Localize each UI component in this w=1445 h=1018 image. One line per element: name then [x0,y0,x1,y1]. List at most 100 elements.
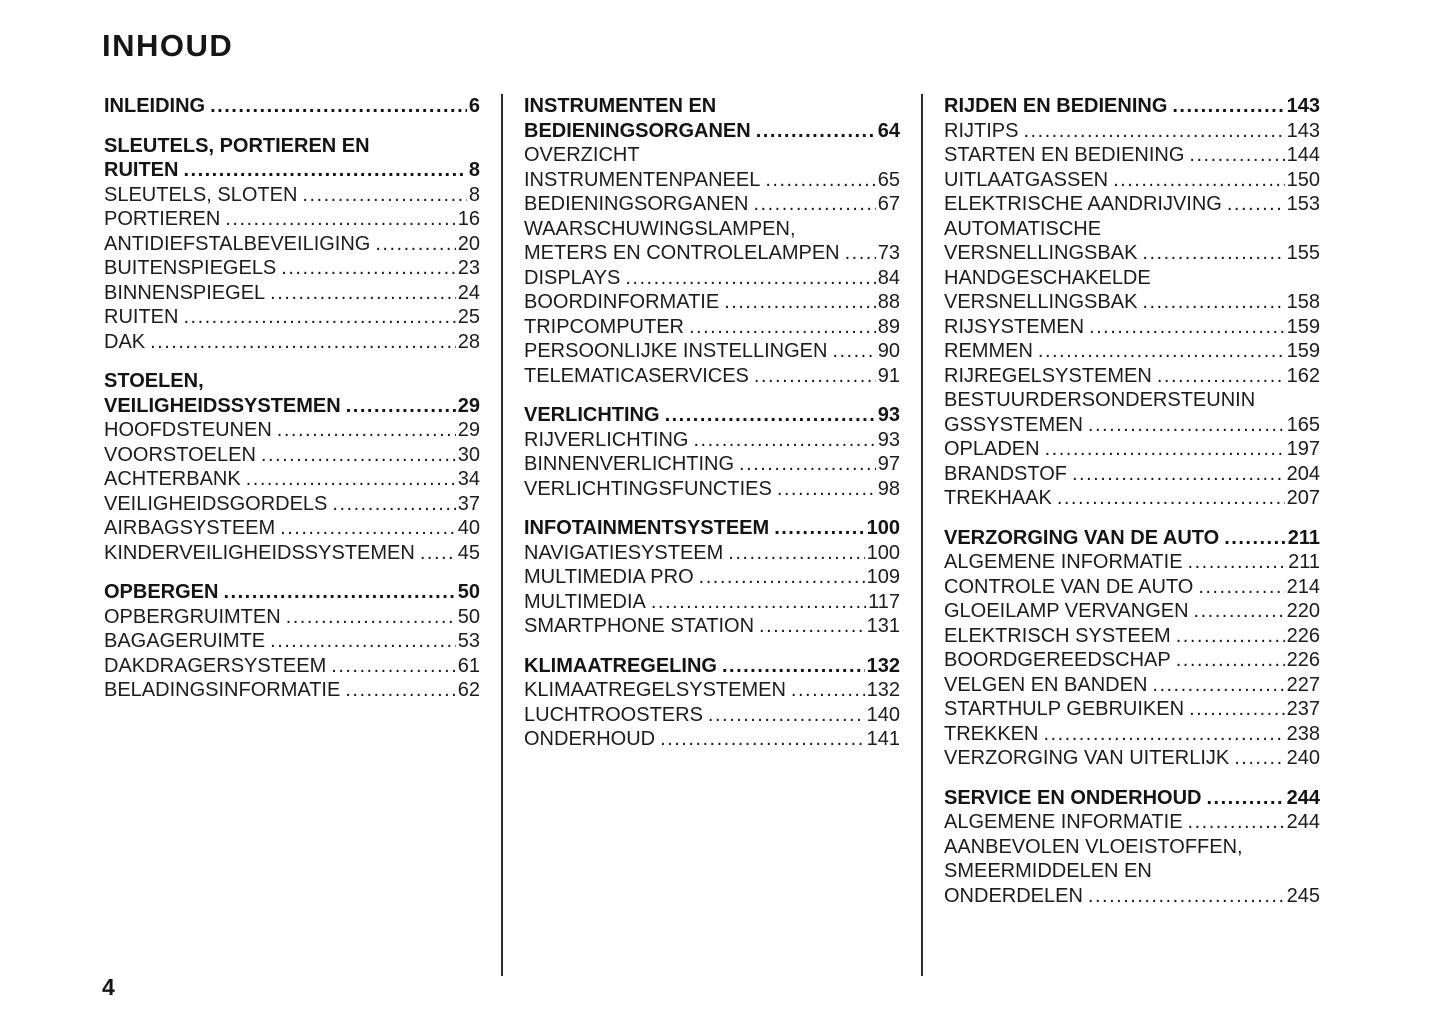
toc-item: LUCHTROOSTERS 140 [524,703,900,728]
toc-item: BEDIENINGSORGANEN 67 [524,192,900,217]
dot-leader [1188,810,1285,835]
toc-row: PORTIEREN 16 [104,207,480,232]
toc-row: BRANDSTOF 204 [944,462,1320,487]
toc-item: TREKKEN 238 [944,722,1320,747]
toc-entry-page: 64 [877,119,900,142]
toc-entry-label: BEDIENINGSORGANEN [524,193,749,215]
toc-row: GSSYSTEMEN 165 [944,413,1320,438]
toc-row: CONTROLE VAN DE AUTO 214 [944,575,1320,600]
toc-entry-page: 143 [1286,119,1320,142]
toc-entry-label: NAVIGATIESYSTEEM [524,541,724,564]
dot-leader [739,452,876,477]
toc-entry-page: 237 [1286,698,1320,720]
toc-row: BEDIENINGSORGANEN 67 [524,192,900,217]
toc-entry-label: BUITENSPIEGELS [104,257,277,279]
toc-item: OPBERGRUIMTEN 50 [104,605,480,630]
toc-entry-page: 84 [877,266,900,289]
toc-row: BOORDINFORMATIE 88 [524,290,900,315]
toc-entry-label: SERVICE EN ONDERHOUD [944,786,1202,809]
toc-entry-page: 226 [1286,624,1320,647]
toc-item: RIJVERLICHTING 93 [524,428,900,453]
dot-leader [777,477,876,502]
toc-entry-label: VOORSTOELEN [104,443,256,466]
toc-item: MULTIMEDIA 117 [524,590,900,615]
dot-leader [345,678,455,703]
toc-item: GLOEILAMP VERVANGEN 220 [944,599,1320,624]
toc-section: KLIMAATREGELING 132 KLIMAATREGELSYSTEMEN 13… [524,654,900,752]
toc-row: VEILIGHEIDSGORDELS 37 [104,492,480,517]
dot-leader [756,119,876,144]
dot-leader [699,565,865,590]
toc-section: VERLICHTING93RIJVERLICHTING93BINNENVERLI… [524,403,900,501]
toc-row: BOORDGEREEDSCHAP 226 [944,648,1320,673]
toc-row: AIRBAGSYSTEEM 40 [104,516,480,541]
toc-section: SLEUTELS, PORTIEREN ENRUITEN8SLEUTELS, S… [104,134,480,355]
toc-entry-page: 29 [457,419,480,441]
toc-row: BESTUURDERSONDERSTEUNIN [944,388,1320,413]
toc-item: KLIMAATREGELSYSTEMEN 132 [524,678,900,703]
toc-entry-label: OPLADEN [944,438,1040,460]
toc-entry-page: 90 [877,340,900,362]
toc-entry-label: ALGEMENE INFORMATIE [944,551,1183,573]
dot-leader [1045,437,1285,462]
toc-entry-label: VEILIGHEIDSSYSTEMEN [104,394,341,417]
toc-entry-page: 91 [877,364,900,387]
toc-entry-label: ELEKTRISCH SYSTEEM [944,624,1171,647]
dot-leader [1088,884,1285,909]
toc-item: UITLAATGASSEN 150 [944,168,1320,193]
toc-row: ONDERDELEN 245 [944,884,1320,909]
toc-entry-page: 53 [457,630,480,652]
toc-row: SMEERMIDDELEN EN [944,859,1320,884]
toc-entry-page: 65 [877,168,900,191]
dot-leader [1023,119,1284,144]
toc-row: BINNENVERLICHTING 97 [524,452,900,477]
toc-entry-page: 16 [457,208,480,230]
toc-column-2: INSTRUMENTEN ENBEDIENINGSORGANEN64OVERZI… [524,94,900,976]
page-title: INHOUD [102,28,234,63]
toc-entry-label: SLEUTELS, SLOTEN [104,183,298,206]
toc-entry-page: 67 [877,193,900,215]
toc-entry-label: AANBEVOLEN VLOEISTOFFEN, [944,835,1243,858]
toc-item: MULTIMEDIA PRO 109 [524,565,900,590]
toc-entry-label: SMARTPHONE STATION [524,615,755,637]
toc-row: GLOEILAMP VERVANGEN 220 [944,599,1320,624]
page-number: 4 [102,974,115,1000]
toc-row: DAK 28 [104,330,480,355]
dot-leader [1072,462,1285,487]
dot-leader [277,418,456,443]
toc-entry-page: 34 [457,468,480,490]
dot-leader [651,590,866,615]
toc-entry-page: 50 [457,605,480,628]
toc-entry-page: 73 [877,242,900,264]
toc-item: ANTIDIEFSTALBEVEILIGING 20 [104,232,480,257]
toc-entry-page: 30 [457,443,480,466]
dot-leader [1089,315,1285,340]
toc-row: OPLADEN 197 [944,437,1320,462]
dot-leader [346,394,456,419]
toc-item: WAARSCHUWINGSLAMPEN, METERS EN CONTROLELA… [524,217,900,266]
column-divider [501,94,503,976]
dot-leader [1176,624,1285,649]
dot-leader [722,654,865,679]
toc-entry-label: INLEIDING [104,95,206,117]
toc-item: BRANDSTOF 204 [944,462,1320,487]
toc-item: VOORSTOELEN 30 [104,443,480,468]
toc-item: SLEUTELS, SLOTEN 8 [104,183,480,208]
toc-entry-label: BOORDGEREEDSCHAP [944,649,1171,671]
toc-entry-page: 23 [457,257,480,279]
toc-row: BEDIENINGSORGANEN 64 [524,119,900,144]
dot-leader [246,467,456,492]
toc-entry-label: TELEMATICASERVICES [524,364,749,387]
toc-entry-label: AIRBAGSYSTEEM [104,517,276,539]
toc-item: RUITEN 25 [104,305,480,330]
toc-row: HOOFDSTEUNEN 29 [104,418,480,443]
toc-row: ONDERHOUD 141 [524,727,900,752]
toc-entry-label: AUTOMATISCHE [944,217,1102,240]
toc-row: UITLAATGASSEN 150 [944,168,1320,193]
dot-leader [832,339,875,364]
toc-row: VELGEN EN BANDEN 227 [944,673,1320,698]
toc-entry-label: STOELEN, [104,370,204,392]
dot-leader [728,541,864,566]
toc-entry-label: RIJSYSTEMEN [944,315,1085,338]
